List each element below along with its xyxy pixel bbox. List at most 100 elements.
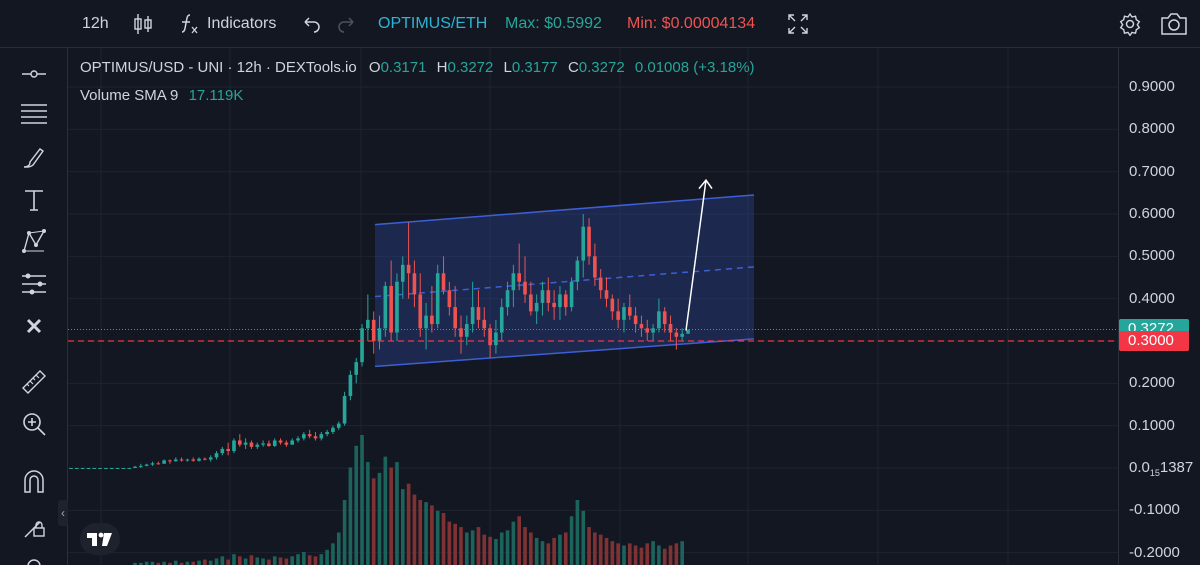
- ruler-icon[interactable]: [20, 368, 48, 396]
- candle-body: [302, 434, 306, 439]
- volume-bar: [354, 445, 359, 565]
- candle-body: [645, 328, 650, 333]
- magnet-icon[interactable]: [20, 468, 48, 496]
- volume-label[interactable]: Volume SMA 9: [80, 87, 179, 104]
- volume-bar: [517, 516, 522, 565]
- candle-body: [476, 307, 481, 320]
- volume-bar: [267, 559, 271, 565]
- candle-body: [459, 328, 463, 337]
- candle-body: [453, 307, 457, 329]
- volume-bar: [633, 545, 638, 565]
- candle-body: [558, 294, 562, 308]
- volume-bar: [441, 513, 446, 565]
- candle-body: [680, 333, 684, 337]
- volume-bar: [627, 543, 632, 565]
- candle-body: [69, 467, 73, 469]
- fib-icon[interactable]: [20, 100, 48, 128]
- horizontal-line-badge[interactable]: 0.3000: [1119, 331, 1189, 351]
- fx-icon[interactable]: [178, 12, 202, 36]
- volume-bar: [284, 558, 289, 565]
- ohlc-close: C0.3272: [567, 59, 625, 76]
- volume-bar: [406, 483, 411, 565]
- zoom-icon[interactable]: [20, 410, 48, 438]
- volume-bar: [197, 560, 201, 565]
- volume-bar: [587, 527, 591, 565]
- candle-body: [284, 442, 289, 445]
- interval-button[interactable]: 12h: [82, 15, 109, 32]
- volume-bar: [336, 532, 341, 565]
- volume-bar: [144, 561, 149, 565]
- volume-bar: [529, 532, 533, 565]
- volume-bar: [237, 556, 242, 565]
- lock-icon[interactable]: [20, 512, 48, 540]
- volume-bar: [226, 559, 230, 565]
- volume-bar: [622, 545, 626, 565]
- candle-body: [447, 290, 452, 308]
- forecast-arrow-line: [685, 180, 707, 331]
- volume-bar: [488, 536, 492, 565]
- candle-body: [534, 302, 539, 312]
- more-tools-icon[interactable]: [20, 552, 48, 565]
- collapse-toolbar-button[interactable]: ‹: [58, 500, 68, 526]
- price-chart[interactable]: [68, 48, 1118, 565]
- volume-bar: [156, 562, 161, 565]
- candle-body: [598, 277, 603, 291]
- symbol-legend: OPTIMUS/USD - UNI · 12h · DEXTools.io O0…: [80, 59, 755, 76]
- camera-icon[interactable]: [1160, 12, 1188, 36]
- redo-icon[interactable]: [336, 12, 356, 36]
- axis-tick: 0.5000: [1129, 247, 1175, 265]
- settings-icon[interactable]: [1118, 12, 1142, 36]
- volume-bar: [430, 505, 434, 565]
- candle-body: [296, 438, 300, 441]
- brush-icon[interactable]: [20, 143, 48, 171]
- candle-body: [406, 264, 411, 274]
- volume-bar: [278, 557, 283, 565]
- symbol-info[interactable]: OPTIMUS/USD - UNI · 12h · DEXTools.io: [80, 59, 357, 76]
- grid: [68, 48, 1118, 565]
- volume-bar: [674, 543, 679, 565]
- candle-body: [354, 362, 359, 375]
- max-price-label: Max: $0.5992: [505, 15, 602, 32]
- axis-tick: 0.4000: [1129, 289, 1175, 307]
- price-lines: [68, 178, 1118, 342]
- volume-bar: [662, 548, 667, 565]
- candle-body: [243, 442, 248, 445]
- volume-bar: [249, 555, 254, 565]
- volume-bar: [400, 489, 405, 565]
- candle-body: [336, 423, 341, 428]
- line-tool-icon[interactable]: [20, 60, 48, 88]
- undo-icon[interactable]: [302, 12, 322, 36]
- candle-body: [342, 396, 347, 424]
- candle-body: [203, 458, 207, 460]
- volume-legend: Volume SMA 9 17.119K: [80, 87, 243, 104]
- volume-bar: [534, 537, 539, 565]
- remove-icon[interactable]: [20, 312, 48, 340]
- candle-body: [668, 324, 673, 333]
- pattern-icon[interactable]: [20, 227, 48, 255]
- price-axis[interactable]: 0.9000 0.8000 0.7000 0.6000 0.5000 0.4000 0.30…: [1118, 48, 1200, 565]
- tradingview-logo[interactable]: [80, 523, 120, 555]
- candle-body: [139, 465, 143, 467]
- fullscreen-icon[interactable]: [786, 12, 810, 36]
- volume-bar: [133, 562, 137, 565]
- candles-icon[interactable]: [132, 12, 154, 36]
- volume-bar: [616, 543, 620, 565]
- volume-bar: [191, 561, 196, 565]
- candle-body: [482, 319, 487, 329]
- chart-pane[interactable]: [68, 48, 1118, 565]
- volume-bar: [668, 545, 673, 565]
- prediction-icon[interactable]: [20, 270, 48, 298]
- volume-bar: [494, 539, 498, 565]
- volume-bar: [179, 562, 184, 565]
- pair-label[interactable]: OPTIMUS/ETH: [378, 15, 488, 32]
- candle-body: [366, 319, 370, 329]
- volume-bar: [395, 462, 399, 565]
- candle-body: [377, 328, 382, 341]
- volume-bar: [331, 543, 335, 565]
- indicators-button[interactable]: Indicators: [207, 15, 277, 32]
- text-icon[interactable]: [20, 186, 48, 214]
- volume-bar: [470, 530, 475, 565]
- candle-body: [569, 281, 574, 308]
- candle-body: [465, 324, 469, 337]
- candle-body: [162, 460, 166, 464]
